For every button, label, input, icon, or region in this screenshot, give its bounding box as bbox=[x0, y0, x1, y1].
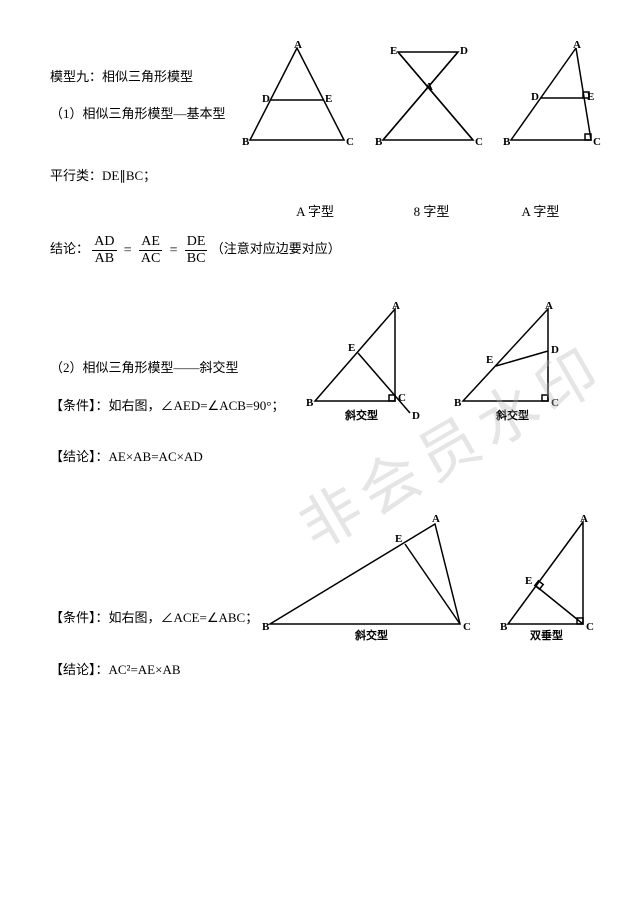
label-c: C bbox=[586, 621, 594, 633]
section3-diagrams: A B C E 斜交型 A B C E 双垂型 bbox=[260, 514, 608, 644]
diagram-a-shape-2: A B C D E bbox=[501, 40, 601, 150]
section1-title: 模型九：相似三角形模型 bbox=[50, 65, 240, 88]
frac-den: AB bbox=[92, 251, 116, 266]
caption-8: 8 字型 bbox=[372, 201, 491, 220]
section2-sub: （2）相似三角形模型——斜交型 bbox=[50, 356, 300, 379]
frac-3: DE BC bbox=[185, 234, 208, 266]
label-e: E bbox=[395, 533, 402, 545]
label-b: B bbox=[500, 621, 508, 633]
label-b: B bbox=[375, 136, 383, 148]
diagram-double-perp: A B C E 双垂型 bbox=[498, 514, 608, 644]
label-a: A bbox=[294, 40, 302, 51]
diagram-oblique-1: A B C E D 斜交型 bbox=[300, 301, 430, 431]
label-d: D bbox=[551, 344, 559, 356]
label-d: D bbox=[460, 45, 468, 57]
diag-label: 斜交型 bbox=[344, 408, 378, 422]
frac-num: AD bbox=[92, 234, 116, 250]
label-e: E bbox=[348, 342, 355, 354]
label-d: D bbox=[412, 410, 420, 422]
frac-2: AE AC bbox=[139, 234, 162, 266]
conclusion-note: （注意对应边要对应） bbox=[211, 241, 341, 256]
label-e: E bbox=[390, 45, 397, 57]
label-a: A bbox=[432, 514, 440, 525]
frac-den: AC bbox=[139, 251, 162, 266]
diagram-a-shape-1: A B C D E bbox=[240, 40, 355, 150]
label-c: C bbox=[346, 136, 354, 148]
frac-den: BC bbox=[185, 251, 208, 266]
label-b: B bbox=[262, 621, 270, 633]
frac-1: AD AB bbox=[92, 234, 116, 266]
label-c: C bbox=[463, 621, 471, 633]
label-d: D bbox=[262, 93, 270, 105]
section1-sub: （1）相似三角形模型—基本型 bbox=[50, 102, 240, 125]
section1-diagrams: A B C D E E D A B C bbox=[240, 40, 601, 150]
conclusion-prefix: 结论： bbox=[50, 241, 89, 256]
label-a: A bbox=[545, 301, 553, 312]
label-b: B bbox=[306, 397, 314, 409]
frac-num: DE bbox=[185, 234, 208, 250]
section1-conclusion: 结论： AD AB = AE AC = DE BC （注意对应边要对应） bbox=[50, 234, 590, 266]
equals: = bbox=[166, 243, 182, 258]
label-b: B bbox=[242, 136, 250, 148]
frac-num: AE bbox=[139, 234, 162, 250]
caption-a1: A 字型 bbox=[258, 201, 372, 220]
label-d: D bbox=[531, 91, 539, 103]
diag-label: 斜交型 bbox=[495, 408, 529, 422]
equals: = bbox=[120, 243, 136, 258]
label-a: A bbox=[573, 40, 581, 51]
label-c: C bbox=[593, 136, 601, 148]
section3-concl: 【结论】：AC²=AE×AB bbox=[50, 658, 590, 681]
diagram-oblique-2: A B C E D 斜交型 bbox=[448, 301, 578, 431]
section2-concl: 【结论】：AE×AB=AC×AD bbox=[50, 445, 590, 468]
label-a: A bbox=[425, 81, 433, 93]
label-e: E bbox=[486, 354, 493, 366]
section2-diagrams: A B C E D 斜交型 A B C E D 斜交型 bbox=[300, 301, 578, 431]
label-a: A bbox=[392, 301, 400, 312]
section3-cond: 【条件】：如右图，∠ACE=∠ABC； bbox=[50, 606, 260, 629]
label-e: E bbox=[525, 575, 532, 587]
section2-cond: 【条件】：如右图，∠AED=∠ACB=90°； bbox=[50, 394, 300, 417]
diagram-8-shape: E D A B C bbox=[373, 40, 483, 150]
diag-label: 双垂型 bbox=[530, 628, 563, 642]
label-a: A bbox=[580, 514, 588, 525]
caption-a2: A 字型 bbox=[491, 201, 590, 220]
label-e: E bbox=[587, 91, 594, 103]
label-c: C bbox=[398, 392, 406, 404]
diagram-oblique-big: A B C E 斜交型 bbox=[260, 514, 480, 644]
label-b: B bbox=[454, 397, 462, 409]
label-c: C bbox=[551, 397, 559, 409]
diag-label: 斜交型 bbox=[354, 628, 388, 642]
label-c: C bbox=[475, 136, 483, 148]
label-b: B bbox=[503, 136, 511, 148]
section1-captions: A 字型 8 字型 A 字型 bbox=[50, 201, 590, 220]
label-e: E bbox=[325, 93, 332, 105]
section1-parallel: 平行类：DE∥BC； bbox=[50, 164, 590, 187]
